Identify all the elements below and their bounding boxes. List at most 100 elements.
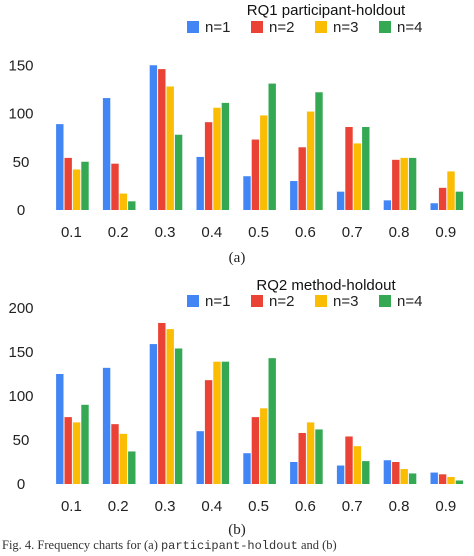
x-tick-label: 0.5 xyxy=(248,498,269,515)
bar xyxy=(221,361,230,484)
bar xyxy=(119,193,128,210)
bar xyxy=(204,122,213,210)
chart-title: RQ2 method-holdout xyxy=(256,277,396,294)
x-tick-label: 0.7 xyxy=(342,224,363,241)
bar xyxy=(455,191,464,210)
x-tick-label: 0.4 xyxy=(201,224,222,241)
bar xyxy=(196,431,204,484)
y-tick-label: 50 xyxy=(13,154,30,171)
bar xyxy=(196,156,204,210)
bar xyxy=(102,367,111,484)
bar xyxy=(166,86,174,210)
caption-prefix: Fig. 4. Frequency charts for (a) xyxy=(2,538,161,552)
x-tick-label: 0.9 xyxy=(435,498,456,515)
y-tick-label: 100 xyxy=(8,106,33,123)
legend-label: n=3 xyxy=(333,293,358,310)
bar xyxy=(81,404,89,484)
bar xyxy=(455,480,464,484)
bar xyxy=(353,446,362,484)
bar xyxy=(383,460,392,484)
bar xyxy=(213,107,221,210)
bar xyxy=(345,436,353,484)
legend-label: n=3 xyxy=(333,19,358,36)
subfigure-label: (b) xyxy=(228,522,246,538)
chart-title: RQ1 participant-holdout xyxy=(247,2,406,19)
bar xyxy=(383,200,392,210)
bar xyxy=(438,187,447,211)
bar xyxy=(221,102,230,210)
bar xyxy=(260,115,268,210)
legend-label: n=4 xyxy=(397,19,422,36)
bar xyxy=(315,92,323,210)
subfigure-label: (a) xyxy=(229,250,246,266)
legend-swatch xyxy=(251,21,263,33)
bar xyxy=(64,417,72,484)
bar xyxy=(447,171,455,210)
bar xyxy=(72,422,81,484)
bar xyxy=(438,474,447,484)
x-tick-label: 0.4 xyxy=(201,498,222,515)
bar xyxy=(430,472,438,484)
legend-label: n=1 xyxy=(205,19,230,36)
bar xyxy=(392,159,400,210)
legend-swatch xyxy=(251,295,263,307)
bar xyxy=(81,161,89,210)
legend-label: n=2 xyxy=(269,19,294,36)
bar xyxy=(128,201,136,210)
bar xyxy=(408,157,417,210)
bar xyxy=(408,473,417,484)
bar xyxy=(400,157,408,210)
x-tick-label: 0.2 xyxy=(108,224,129,241)
bar xyxy=(268,83,276,210)
legend-swatch xyxy=(187,295,199,307)
bar xyxy=(56,374,64,484)
y-tick-label: 0 xyxy=(17,202,25,219)
y-tick-label: 100 xyxy=(8,388,33,405)
legend-label: n=4 xyxy=(397,293,422,310)
x-tick-label: 0.9 xyxy=(435,224,456,241)
bar xyxy=(243,453,251,484)
y-tick-label: 150 xyxy=(8,57,33,74)
x-tick-label: 0.6 xyxy=(295,498,316,515)
bar xyxy=(315,429,323,484)
bar xyxy=(362,461,370,484)
x-tick-label: 0.3 xyxy=(155,498,176,515)
legend-label: n=1 xyxy=(205,293,230,310)
bar xyxy=(290,181,298,210)
y-tick-label: 50 xyxy=(13,432,30,449)
y-tick-label: 0 xyxy=(17,476,25,493)
chart-1: RQ1 participant-holdout n=1 n=2 n=3 n=4 0 50 10… xyxy=(8,2,464,266)
bar xyxy=(56,124,64,210)
y-tick-label: 150 xyxy=(8,344,33,361)
x-tick-label: 0.8 xyxy=(389,224,410,241)
bar xyxy=(430,203,438,210)
bar xyxy=(260,408,268,484)
chart-2: RQ2 method-holdout n=1 n=2 n=3 n=4 0 50 100 150 2… xyxy=(8,277,464,538)
bar xyxy=(345,127,353,210)
y-tick-label: 200 xyxy=(8,300,33,317)
bar xyxy=(102,98,111,210)
legend-swatch xyxy=(379,295,391,307)
bar xyxy=(298,432,306,484)
bar xyxy=(336,465,345,484)
bar xyxy=(64,157,72,210)
bar xyxy=(400,469,408,484)
x-tick-label: 0.3 xyxy=(155,224,176,241)
bar xyxy=(158,322,166,484)
bar xyxy=(204,380,213,484)
bar xyxy=(174,134,183,210)
x-tick-label: 0.6 xyxy=(295,224,316,241)
bar xyxy=(72,169,81,210)
bar xyxy=(290,462,298,484)
bar xyxy=(111,163,119,210)
legend-swatch xyxy=(315,21,327,33)
bar xyxy=(243,176,251,210)
bar xyxy=(149,344,158,484)
caption-code: participant-holdout xyxy=(160,539,298,553)
bar xyxy=(149,65,158,210)
bar xyxy=(158,69,166,210)
bar xyxy=(306,111,315,210)
x-tick-label: 0.1 xyxy=(61,498,82,515)
legend-swatch xyxy=(187,21,199,33)
legend-swatch xyxy=(315,295,327,307)
